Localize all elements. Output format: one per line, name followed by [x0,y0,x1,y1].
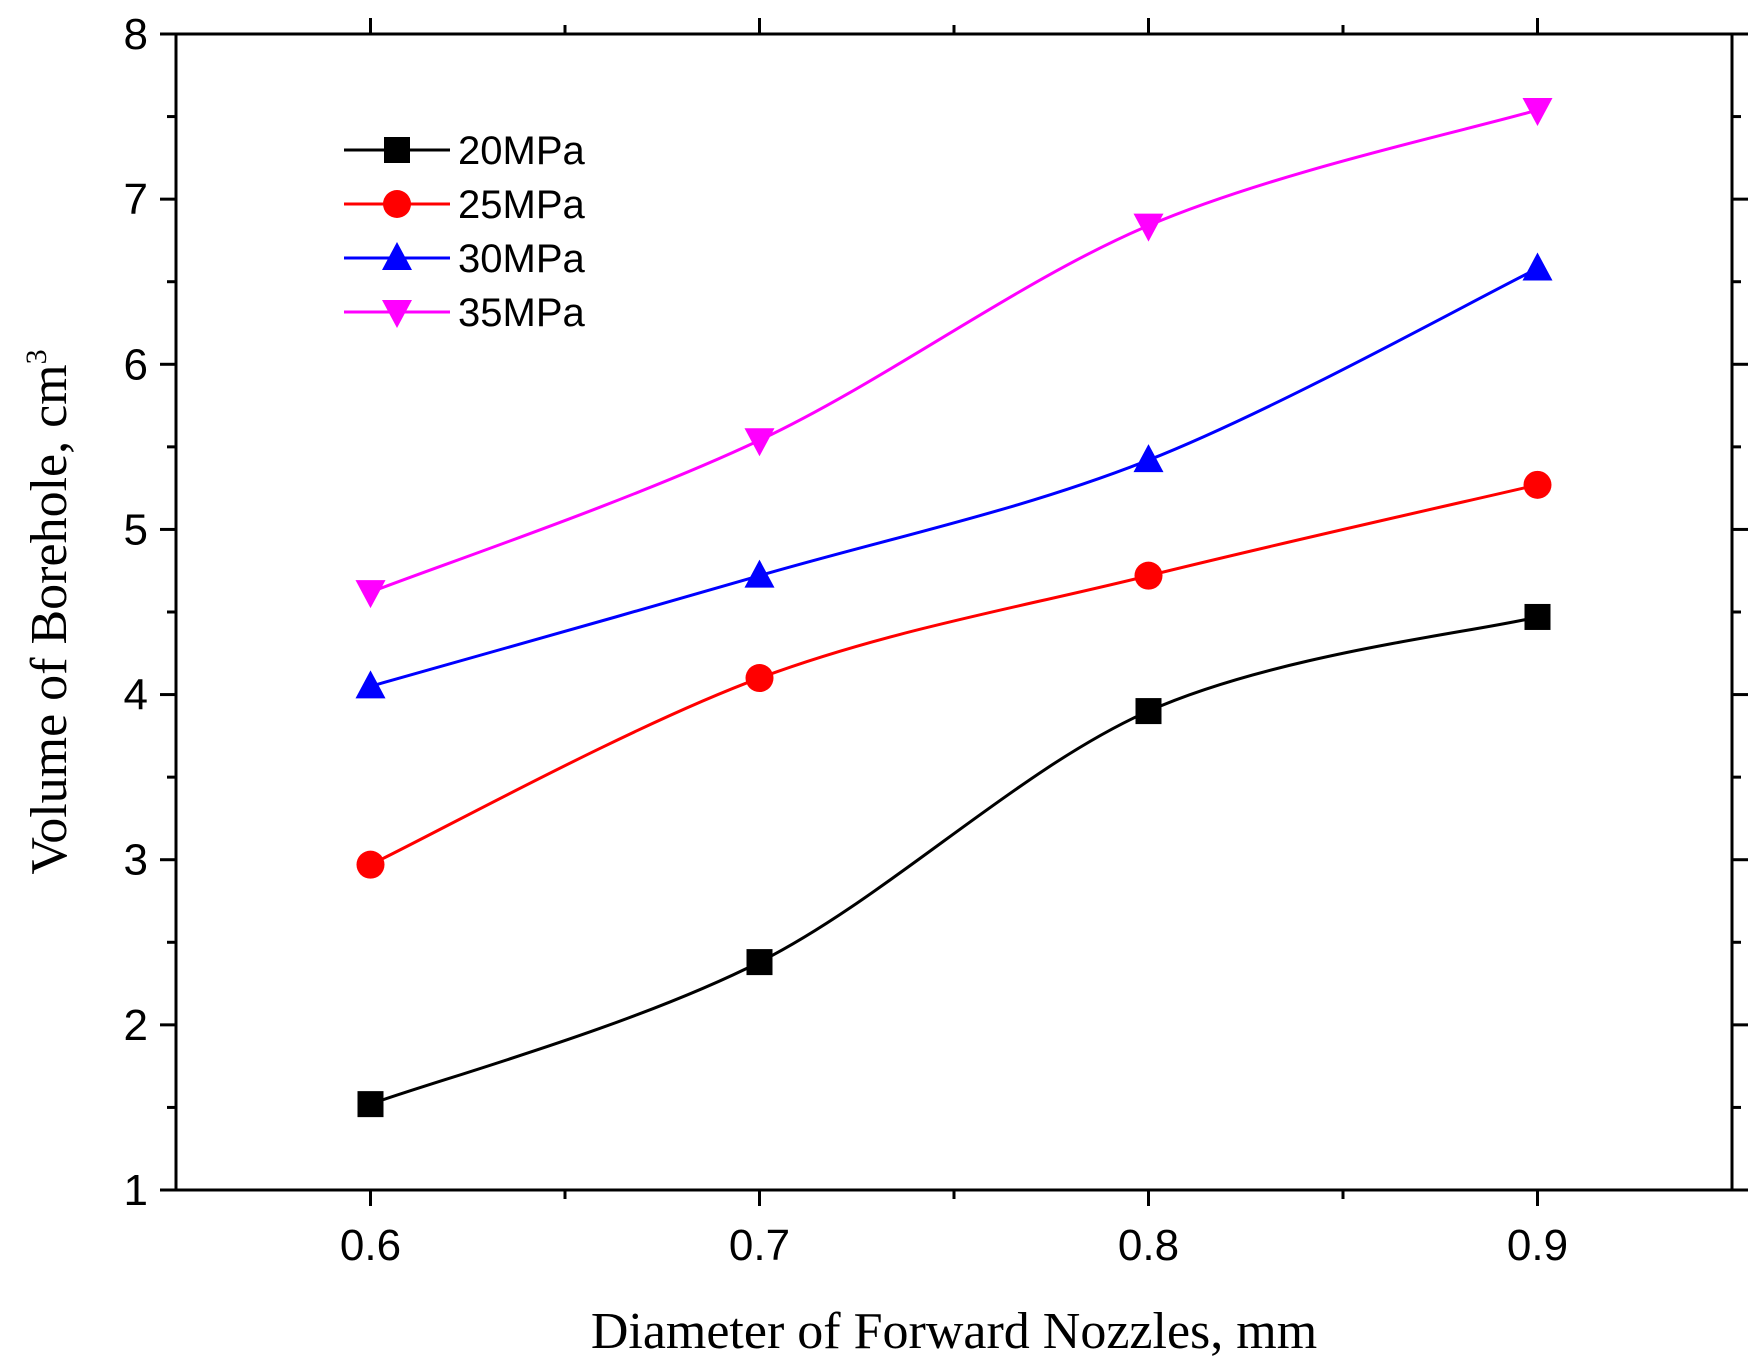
y-tick-label: 3 [124,836,148,885]
data-point [356,850,385,879]
series-25MPa [356,470,1552,879]
y-tick-label: 8 [124,10,148,59]
data-point [355,580,386,609]
series-group [355,97,1553,1118]
series-line [369,615,1538,1106]
legend-label: 20MPa [458,129,585,173]
legend-item: 25MPa [344,183,585,227]
data-point [1133,444,1164,473]
plot-area: 1 2 3 4 5 6 7 8 0.6 0.7 0.8 0.9 [124,10,1748,1270]
y-tick-label: 2 [124,1001,148,1050]
legend-label: 25MPa [458,183,585,227]
legend-marker [384,137,410,163]
legend-item: 20MPa [344,129,585,173]
data-point [1522,97,1553,126]
data-point [357,1091,384,1118]
data-point [744,428,775,457]
data-point [1524,603,1551,630]
series-line [369,108,1538,594]
series-30MPa [355,252,1553,699]
y-axis-title: Volume of Borehole, cm3 [20,349,78,874]
data-point [1135,698,1162,725]
data-point [746,949,773,976]
y-tick-label: 1 [124,1166,148,1215]
legend-marker [383,190,411,218]
legend-label: 35MPa [458,291,585,335]
legend: 20MPa 25MPa 30MPa 35MPa [344,129,585,335]
series-35MPa [355,97,1553,609]
x-tick-label: 0.7 [729,1221,790,1270]
x-tick-label: 0.8 [1118,1221,1179,1270]
y-tick-label: 6 [124,340,148,389]
data-point [1523,470,1552,499]
data-point [1134,561,1163,590]
data-point [744,559,775,588]
legend-marker [382,242,412,270]
data-point [745,664,774,693]
data-point [1133,213,1164,242]
legend-marker [382,300,412,328]
y-tick-label: 4 [124,671,148,720]
x-tick-label: 0.6 [340,1221,401,1270]
series-20MPa [357,603,1551,1118]
legend-item: 30MPa [344,237,585,281]
x-axis-title: Diameter of Forward Nozzles, mm [591,1303,1317,1360]
y-tick-label: 5 [124,505,148,554]
legend-label: 30MPa [458,237,585,281]
data-point [355,670,386,699]
series-line [370,267,1539,688]
y-axis-title-superscript: 3 [20,349,53,364]
data-point [1522,252,1553,281]
y-axis-title-text: Volume of Borehole, cm [21,364,78,874]
x-tick-label: 0.9 [1507,1221,1568,1270]
legend-item: 35MPa [344,291,585,335]
series-line [369,483,1538,867]
y-tick-label: 7 [124,175,148,224]
